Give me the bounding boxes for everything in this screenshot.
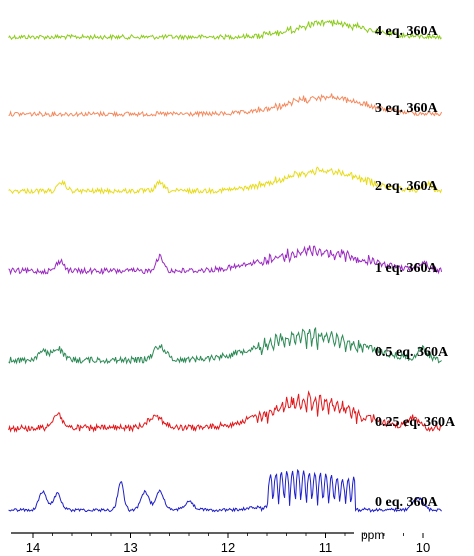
x-axis-ticks: 14 13 12 11 10 <box>26 533 430 555</box>
spectrum-trace-0-5eq <box>8 326 442 365</box>
spectrum-trace-2eq <box>8 166 443 195</box>
series-label-1eq: 1 eq. 360A <box>375 261 439 276</box>
spectrum-trace-4eq <box>8 19 442 41</box>
x-tick-label-10: 10 <box>416 540 430 555</box>
spectrum-trace-3eq <box>8 93 443 118</box>
x-axis: 14 13 12 11 10 ppm <box>11 528 430 555</box>
spectrum-trace-0-25eq <box>8 390 443 433</box>
x-tick-label-12: 12 <box>221 540 235 555</box>
series-label-0eq: 0 eq. 360A <box>375 495 439 510</box>
series-label-0-5eq: 0.5 eq. 360A <box>375 345 449 360</box>
x-tick-label-11: 11 <box>319 540 333 555</box>
series-label-3eq: 3 eq. 360A <box>375 101 439 116</box>
spectrum-trace-0eq <box>8 468 442 513</box>
series-labels: 4 eq. 360A 3 eq. 360A 2 eq. 360A 1 eq. 360A… <box>375 24 456 510</box>
spectra-traces <box>8 19 443 513</box>
series-label-4eq: 4 eq. 360A <box>375 24 439 39</box>
x-axis-unit-label: ppm <box>361 528 384 542</box>
x-tick-label-13: 13 <box>123 540 137 555</box>
series-label-2eq: 2 eq. 360A <box>375 179 439 194</box>
series-label-0-25eq: 0.25 eq. 360A <box>375 415 456 430</box>
spectrum-trace-1eq <box>8 245 443 276</box>
x-tick-label-14: 14 <box>26 540 40 555</box>
